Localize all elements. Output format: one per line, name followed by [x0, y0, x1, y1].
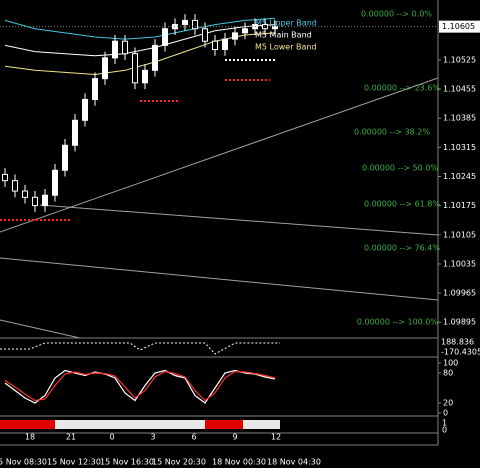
hour-label: 18: [25, 433, 35, 442]
candle-body: [32, 196, 38, 207]
trend-line: [0, 257, 439, 301]
trend-lines: [0, 77, 439, 339]
candle-body: [202, 28, 208, 42]
candle-body: [112, 40, 118, 59]
y-tick-label: 1.09965: [443, 289, 476, 298]
date-label: 18 Nov 00:30: [212, 458, 266, 467]
candle-body: [242, 28, 248, 34]
candle-body: [62, 144, 68, 171]
date-label: 18 Nov 04:30: [267, 458, 321, 467]
plot-layer: 1.10525 1.10455 1.10385 1.10315 1.10245 1.101…: [0, 10, 480, 467]
hour-label: 3: [150, 433, 155, 442]
oscillator-line: [4, 370, 276, 402]
y-tick-label: 1.10455: [443, 85, 476, 94]
hour-label: 21: [66, 433, 76, 442]
y-tick-label: 1.10105: [443, 230, 476, 239]
current-price-box: [439, 20, 480, 33]
band-line: [4, 24, 276, 57]
fib-label: 0.00000 --> 0.0%: [361, 10, 432, 19]
state-label: 1: [442, 419, 447, 428]
candle-body: [142, 69, 148, 84]
fib-label: 0.00000 --> 38.2%: [354, 128, 430, 137]
band-line: [4, 32, 276, 76]
fib-label: 0.00000 --> 76.4%: [364, 244, 440, 253]
y-tick-label: 1.10245: [443, 172, 476, 181]
indicator-label: -170.4305: [441, 348, 480, 357]
legend-entry: M5 Upper Band: [255, 19, 317, 28]
legend-entry: M5 Lower Band: [255, 43, 317, 52]
y-tick-label: 1.10175: [443, 201, 476, 210]
candle-body: [272, 26, 278, 30]
candle-body: [92, 78, 98, 100]
fib-label: 0.00000 --> 23.6%: [364, 84, 440, 93]
fib-label: 0.00000 --> 61.8%: [364, 200, 440, 209]
candle-body: [72, 119, 78, 146]
trend-line: [0, 319, 81, 339]
candle-body: [172, 24, 178, 30]
state-block: [205, 420, 243, 429]
fib-label: 0.00000 --> 50.0%: [362, 164, 438, 173]
trend-line: [39, 204, 439, 236]
indicator-label: 188.836: [441, 338, 474, 347]
state-bar: [0, 420, 280, 429]
stop-levels: [0, 59, 275, 221]
y-tick-label: 1.10525: [443, 55, 476, 64]
candle-body: [192, 19, 198, 30]
candle-body: [262, 24, 268, 30]
candle-body: [12, 180, 18, 192]
y-tick-label: 1.10315: [443, 143, 476, 152]
hour-label: 0: [109, 433, 114, 442]
candle-body: [52, 169, 58, 196]
candle-body: [132, 53, 138, 84]
hour-label: 6: [191, 433, 196, 442]
candle-body: [232, 32, 238, 40]
y-tick-label: 100: [443, 359, 458, 368]
y-tick-label: 20: [443, 399, 453, 408]
candle-body: [22, 190, 28, 198]
date-label: 15 Nov 16:30: [100, 458, 154, 467]
candle-body: [222, 38, 228, 51]
state-block: [55, 420, 205, 429]
candle-body: [42, 194, 48, 207]
y-tick-label: 80: [443, 369, 453, 378]
date-label: 15 Nov 08:30: [0, 458, 47, 467]
state-block: [0, 420, 55, 429]
y-tick-label: 1.10385: [443, 114, 476, 123]
hour-label: 12: [271, 433, 281, 442]
trend-line: [0, 77, 439, 233]
candle-body: [2, 173, 8, 182]
hour-label: 9: [232, 433, 237, 442]
state-label: 0: [442, 426, 447, 435]
candle-body: [102, 57, 108, 80]
date-label: 15 Nov 20:30: [152, 458, 206, 467]
candle-body: [182, 19, 188, 26]
indicator-line: [0, 342, 280, 355]
y-tick-label: 1.09895: [443, 318, 476, 327]
oscillator-line: [4, 369, 276, 404]
candle-body: [122, 40, 128, 55]
candle-body: [152, 44, 158, 71]
y-tick-label: 0: [443, 409, 448, 418]
y-tick-label: 1.10035: [443, 259, 476, 268]
candle-body: [82, 98, 88, 121]
state-block: [243, 420, 280, 429]
date-label: 15 Nov 12:30: [47, 458, 101, 467]
current-price-label: 1.10605: [442, 22, 475, 31]
band-line: [4, 17, 276, 40]
candle-body: [162, 28, 168, 46]
fib-label: 0.00000 --> 100.0%: [357, 318, 439, 327]
legend-entry: M5 Main Band: [255, 31, 312, 40]
candle-body: [212, 40, 218, 51]
